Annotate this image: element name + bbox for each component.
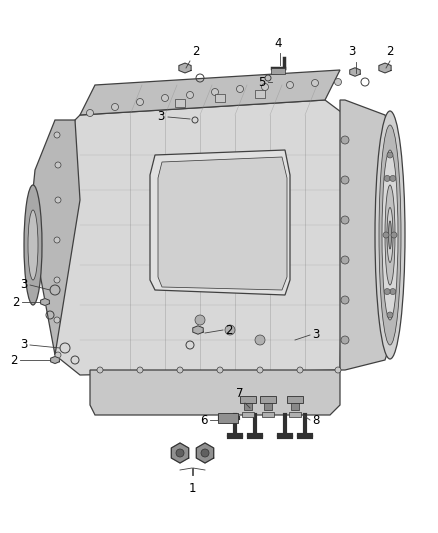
Circle shape (286, 82, 293, 88)
Circle shape (217, 367, 223, 373)
Polygon shape (55, 100, 345, 375)
Circle shape (341, 336, 349, 344)
Circle shape (54, 132, 60, 138)
Bar (291, 403, 299, 410)
Circle shape (341, 136, 349, 144)
Polygon shape (193, 326, 203, 334)
Circle shape (137, 367, 143, 373)
Polygon shape (340, 100, 390, 370)
Circle shape (137, 99, 144, 106)
Polygon shape (90, 370, 340, 415)
Text: 7: 7 (236, 387, 244, 400)
Text: 2: 2 (225, 324, 233, 336)
Polygon shape (41, 298, 49, 305)
Circle shape (237, 85, 244, 93)
Text: 2: 2 (11, 353, 18, 367)
Text: 8: 8 (312, 414, 319, 426)
Text: 3: 3 (348, 45, 356, 58)
Bar (240, 396, 256, 403)
Circle shape (55, 197, 61, 203)
Polygon shape (171, 443, 189, 463)
Ellipse shape (379, 125, 401, 345)
Circle shape (390, 175, 396, 181)
Bar (242, 412, 254, 417)
Circle shape (54, 317, 60, 323)
Circle shape (112, 103, 119, 110)
Circle shape (341, 216, 349, 224)
Bar (215, 94, 225, 102)
Polygon shape (80, 70, 340, 115)
Ellipse shape (389, 221, 392, 249)
Circle shape (341, 256, 349, 264)
Circle shape (201, 449, 209, 457)
Circle shape (384, 175, 390, 181)
Ellipse shape (382, 150, 398, 320)
Circle shape (255, 335, 265, 345)
Circle shape (225, 325, 235, 335)
Text: 3: 3 (312, 328, 319, 342)
Text: 2: 2 (192, 45, 200, 58)
Circle shape (54, 277, 60, 283)
Text: 6: 6 (201, 414, 208, 426)
Circle shape (390, 288, 396, 295)
Circle shape (162, 94, 169, 101)
Circle shape (387, 312, 393, 318)
Bar (287, 396, 303, 403)
Bar (264, 403, 272, 410)
Circle shape (55, 162, 61, 168)
Ellipse shape (385, 185, 395, 285)
Bar (255, 90, 265, 98)
Text: 3: 3 (21, 279, 28, 292)
Text: 2: 2 (13, 295, 20, 309)
Circle shape (257, 367, 263, 373)
Circle shape (297, 367, 303, 373)
Bar (218, 413, 238, 423)
Circle shape (176, 449, 184, 457)
Circle shape (341, 176, 349, 184)
Ellipse shape (375, 111, 405, 359)
Text: 5: 5 (258, 76, 266, 88)
Bar (175, 99, 185, 107)
Circle shape (86, 109, 93, 117)
Ellipse shape (24, 185, 42, 305)
Ellipse shape (387, 207, 393, 262)
Text: 2: 2 (386, 45, 394, 58)
Bar (271, 68, 285, 74)
Polygon shape (158, 157, 287, 290)
Bar (289, 412, 301, 417)
Polygon shape (30, 120, 80, 355)
Ellipse shape (28, 210, 38, 280)
Bar (244, 403, 252, 410)
Circle shape (335, 367, 341, 373)
Polygon shape (196, 443, 214, 463)
Polygon shape (51, 357, 59, 364)
Polygon shape (350, 68, 360, 76)
Circle shape (311, 79, 318, 86)
Circle shape (384, 288, 390, 295)
Text: 3: 3 (158, 110, 165, 124)
Text: 3: 3 (21, 338, 28, 351)
Circle shape (341, 296, 349, 304)
Circle shape (177, 367, 183, 373)
Circle shape (54, 237, 60, 243)
Bar (260, 396, 276, 403)
Circle shape (335, 78, 342, 85)
Circle shape (383, 232, 389, 238)
Circle shape (55, 352, 61, 358)
Circle shape (212, 88, 219, 95)
Polygon shape (379, 63, 391, 73)
Circle shape (387, 152, 393, 158)
Circle shape (97, 367, 103, 373)
Circle shape (391, 232, 397, 238)
Text: 1: 1 (188, 482, 196, 495)
Text: 4: 4 (274, 37, 282, 50)
Circle shape (187, 92, 194, 99)
Bar (262, 412, 274, 417)
Polygon shape (150, 150, 290, 295)
Circle shape (195, 315, 205, 325)
Polygon shape (179, 63, 191, 73)
Circle shape (261, 84, 268, 91)
